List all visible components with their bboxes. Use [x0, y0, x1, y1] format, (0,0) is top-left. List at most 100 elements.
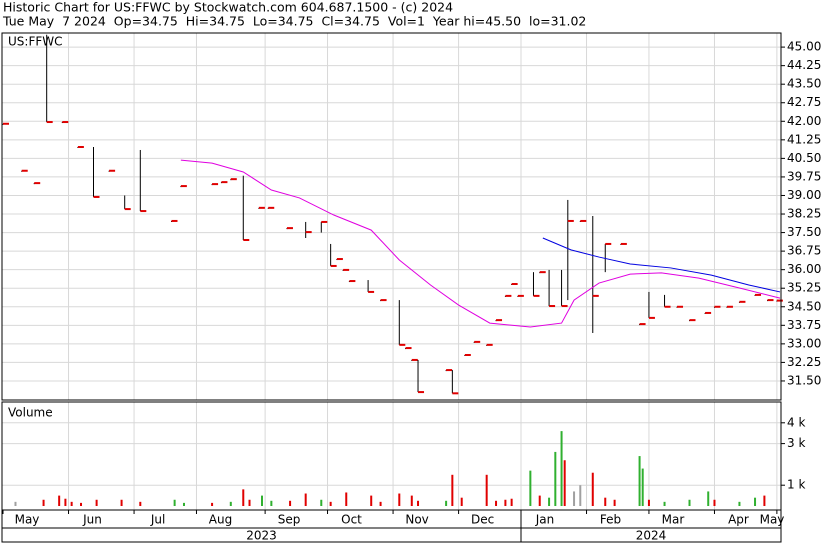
volume-bar — [548, 497, 551, 506]
y-tick-label: 33.75 — [787, 318, 821, 332]
volume-bar — [563, 460, 566, 506]
volume-bar — [554, 451, 557, 506]
x-tick-label: Jan — [535, 513, 555, 527]
y-tick-label: 1 k — [787, 478, 805, 492]
volume-bar — [58, 495, 61, 506]
marks — [2, 34, 783, 506]
volume-bar — [763, 495, 766, 506]
volume-bar — [64, 498, 67, 506]
volume-bar — [345, 492, 348, 506]
y-tick-label: 45.00 — [787, 40, 821, 54]
y-tick-label: 39.75 — [787, 169, 821, 183]
volume-bar — [95, 499, 98, 506]
y-tick-label: 34.50 — [787, 299, 821, 313]
volume-bar — [638, 456, 641, 506]
volume-bar — [242, 489, 245, 506]
volume-bar — [529, 470, 532, 506]
y-tick-label: 36.75 — [787, 244, 821, 258]
volume-bar — [304, 493, 307, 506]
y-tick-label: 32.25 — [787, 355, 821, 369]
x-tick-label: Mar — [662, 513, 685, 527]
y-tick-label: 42.00 — [787, 114, 821, 128]
volume-bar — [641, 468, 644, 506]
x-tick-label: Oct — [341, 513, 362, 527]
volume-bar — [451, 474, 454, 506]
volume-bar — [663, 501, 666, 506]
volume-bar — [80, 502, 83, 506]
volume-bar — [495, 500, 498, 506]
volume-bar — [613, 499, 616, 506]
volume-bar — [510, 498, 513, 506]
volume-bar — [14, 501, 17, 506]
volume-bar — [320, 499, 323, 506]
y-tick-label: 35.25 — [787, 281, 821, 295]
volume-bar — [560, 431, 563, 506]
volume-bar — [445, 500, 448, 506]
volume-bar — [707, 491, 710, 506]
volume-bar — [42, 499, 45, 506]
volume-bar — [647, 499, 650, 506]
volume-bar — [485, 474, 488, 506]
x-tick-label: Apr — [728, 513, 749, 527]
price-frame — [1, 32, 782, 401]
x-tick-label: Sep — [278, 513, 301, 527]
volume-bar — [579, 485, 582, 506]
x-tick-label: Nov — [405, 513, 428, 527]
volume-title: Volume — [8, 406, 53, 420]
volume-bar — [270, 500, 273, 506]
y-tick-label: 42.75 — [787, 95, 821, 109]
x-tick-label: May — [15, 513, 40, 527]
volume-bar — [229, 501, 232, 506]
volume-bar — [139, 501, 142, 506]
volume-bar — [417, 500, 420, 506]
moving-average — [180, 159, 781, 328]
volume-bar — [379, 501, 382, 506]
volume-bar — [370, 495, 373, 506]
volume-bar — [591, 472, 594, 506]
volume-bar — [460, 497, 463, 506]
volume-bar — [120, 499, 123, 506]
moving-average — [542, 237, 781, 293]
volume-bar — [504, 499, 507, 506]
volume-bar — [329, 501, 332, 506]
volume-bar — [182, 502, 185, 506]
y-tick-label: 36.00 — [787, 262, 821, 276]
volume-bar — [261, 495, 263, 506]
y-tick-label: 31.50 — [787, 373, 821, 387]
y-tick-label: 3 k — [787, 436, 805, 450]
y-tick-label: 37.50 — [787, 225, 821, 239]
y-tick-label: 38.25 — [787, 207, 821, 221]
x-tick-label: Dec — [471, 513, 494, 527]
y-tick-label: 41.25 — [787, 132, 821, 146]
volume-bar — [538, 495, 541, 506]
y-tick-label: 43.50 — [787, 77, 821, 91]
grid — [2, 33, 781, 510]
volume-bar — [754, 497, 757, 506]
y-tick-label: 33.00 — [787, 336, 821, 350]
volume-bar — [573, 491, 576, 506]
volume-bar — [738, 501, 741, 506]
volume-bar — [604, 497, 607, 506]
y-tick-label: 44.25 — [787, 58, 821, 72]
chart-title: Historic Chart for US:FFWC by Stockwatch… — [3, 0, 453, 15]
y-tick-label: 4 k — [787, 415, 805, 429]
volume-bar — [211, 502, 214, 506]
chart-subtitle: Tue May 7 2024 Op=34.75 Hi=34.75 Lo=34.7… — [2, 14, 586, 29]
symbol-label: US:FFWC — [8, 35, 63, 49]
x-tick-label: Jun — [82, 513, 102, 527]
volume-bar — [688, 499, 691, 506]
volume-bar — [289, 500, 292, 506]
volume-bar — [173, 499, 176, 506]
x-tick-label: Jul — [150, 513, 165, 527]
x-tick-label: Feb — [600, 513, 621, 527]
volume-bar — [248, 499, 251, 506]
year-label: 2023 — [246, 529, 277, 543]
volume-bar — [70, 501, 73, 506]
y-tick-label: 39.00 — [787, 188, 821, 202]
volume-bar — [713, 499, 716, 506]
x-tick-label: May — [760, 513, 785, 527]
year-frame — [1, 527, 782, 543]
volume-bar — [398, 493, 401, 506]
